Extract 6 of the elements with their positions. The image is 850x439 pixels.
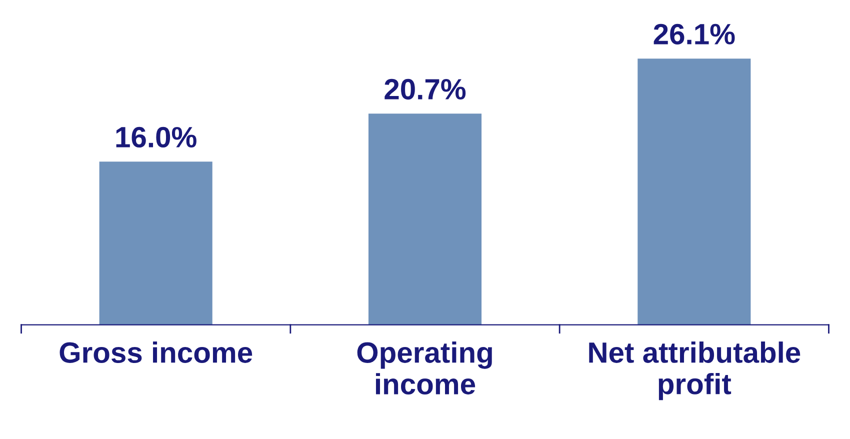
data-label: 26.1% xyxy=(654,24,735,44)
data-label: 16.0% xyxy=(116,126,196,148)
x-tick-label: Gross income xyxy=(60,342,252,363)
data-label: 20.7% xyxy=(384,78,466,100)
x-tick-label: Net attributable profit xyxy=(589,342,800,400)
x-tick-label: Operating income xyxy=(357,342,492,394)
